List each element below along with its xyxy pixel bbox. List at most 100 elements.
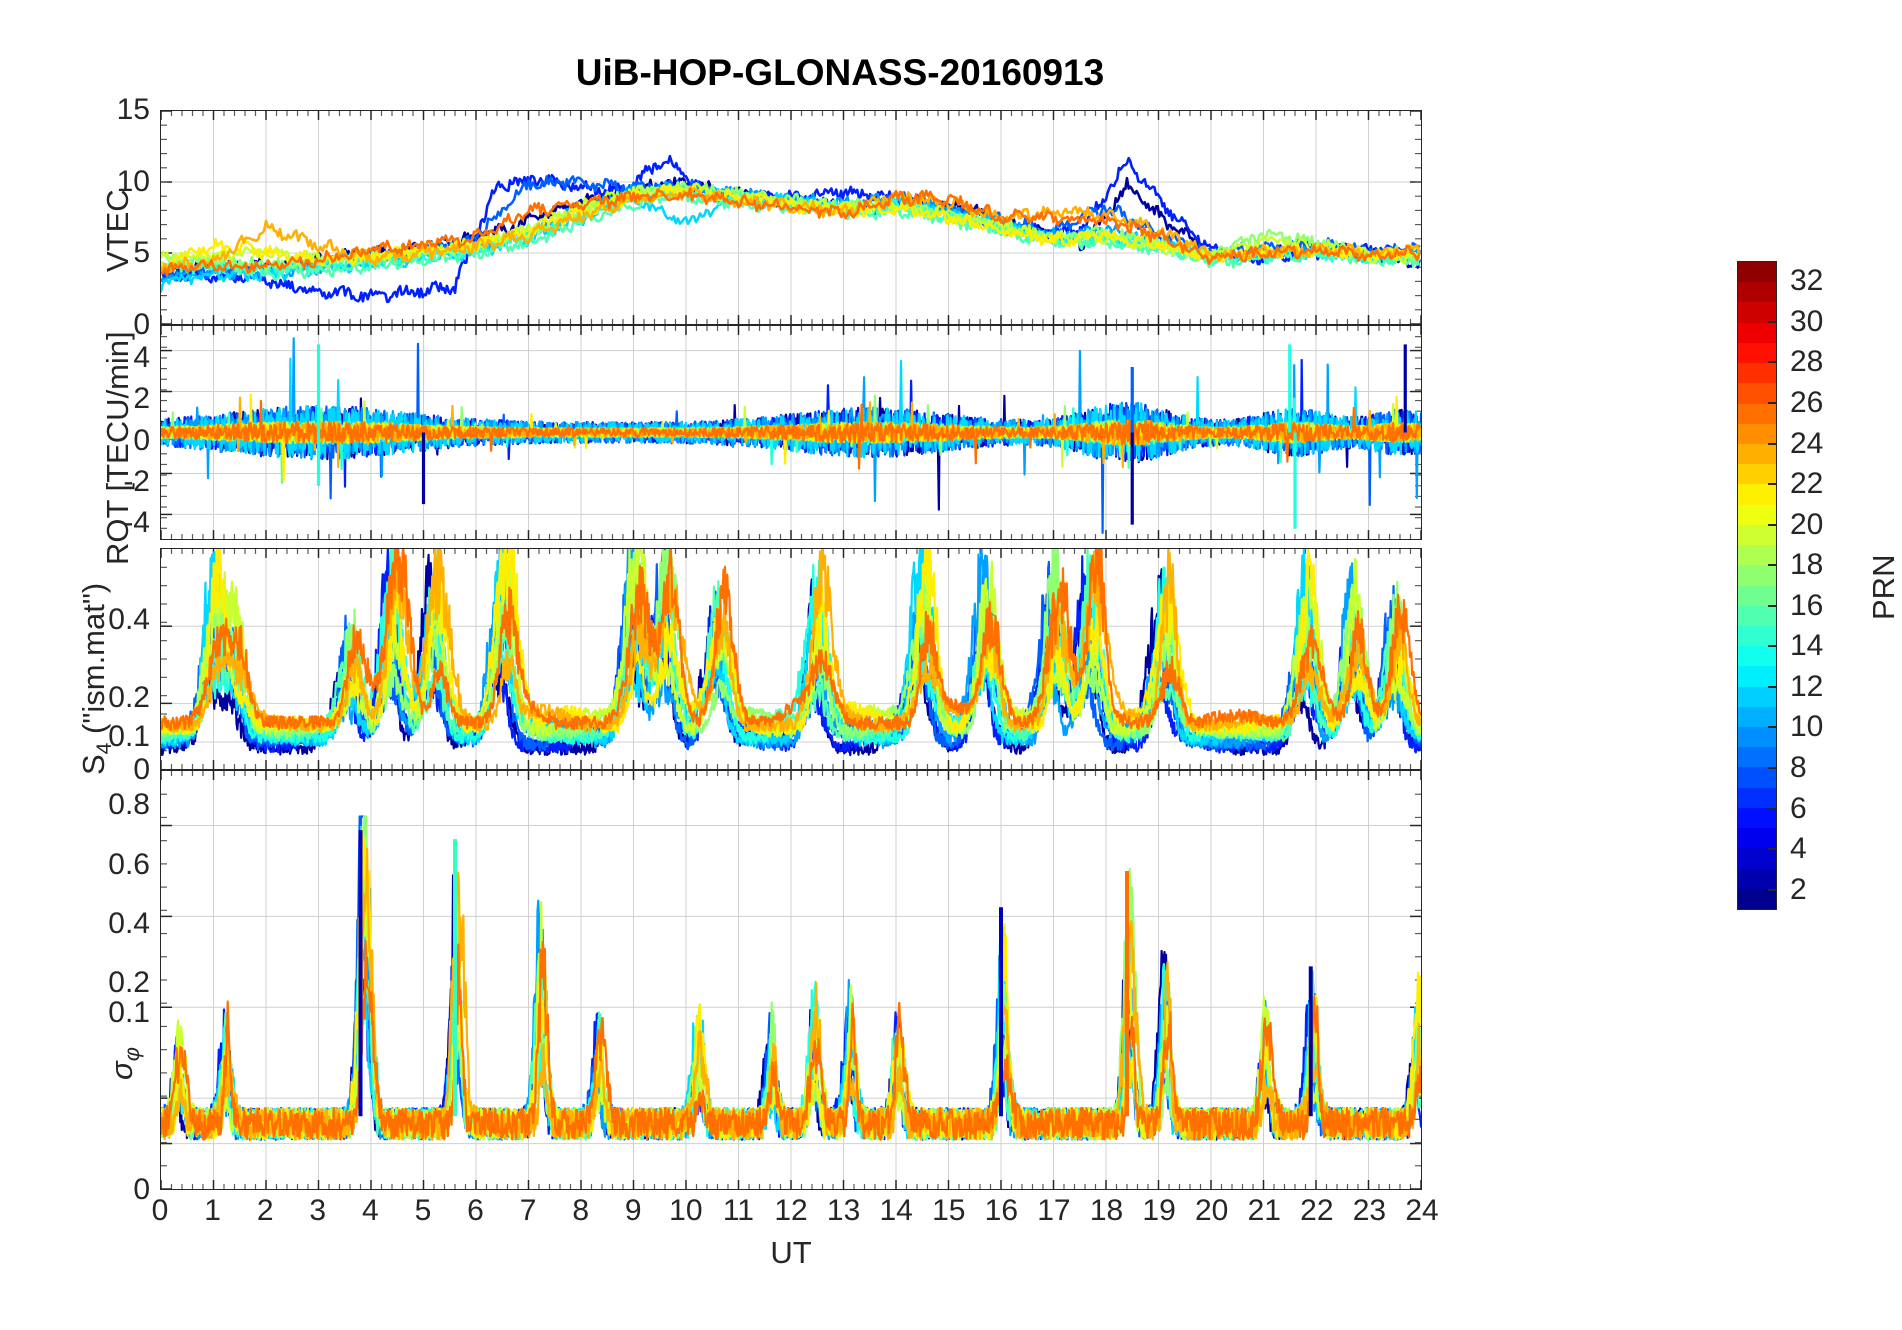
colorbar-segment xyxy=(1738,747,1776,768)
ylabel-s4-subscript: 4 xyxy=(93,742,117,755)
colorbar-tick-30: 30 xyxy=(1790,304,1824,338)
s4-trace-prn-24 xyxy=(161,549,1421,731)
ytick-vtec-0: 0 xyxy=(133,308,150,341)
ytick-sp-06: 0.6 xyxy=(108,847,150,881)
colorbar-tick-26: 26 xyxy=(1790,385,1824,419)
colorbar-tickmark xyxy=(1768,442,1777,445)
vtec-trace-prn-22 xyxy=(161,185,1421,273)
colorbar-segment xyxy=(1738,848,1776,869)
colorbar-segment xyxy=(1738,888,1776,909)
xtick-10: 10 xyxy=(669,1194,703,1227)
xtick-6: 6 xyxy=(467,1194,484,1227)
ytick-sp-0: 0 xyxy=(133,1173,150,1206)
colorbar-segment xyxy=(1738,524,1776,546)
ytick-sp-02: 0.2 xyxy=(108,966,150,1000)
colorbar-segment xyxy=(1738,383,1776,404)
ylabel-sigma-phi: σφ xyxy=(104,1047,145,1080)
colorbar-segment xyxy=(1738,828,1776,849)
xtick-7: 7 xyxy=(519,1194,537,1227)
xtick-24: 24 xyxy=(1405,1194,1439,1227)
ylabel-rot: ROT [TECU/min] xyxy=(100,331,135,565)
ytick-sp-01: 0.1 xyxy=(108,995,150,1029)
xtick-11: 11 xyxy=(722,1194,754,1227)
xtick-8: 8 xyxy=(572,1194,589,1227)
colorbar-segment xyxy=(1738,504,1776,525)
colorbar-tick-8: 8 xyxy=(1790,751,1807,785)
colorbar-tick-32: 32 xyxy=(1790,264,1824,298)
colorbar-tickmark xyxy=(1768,726,1777,729)
colorbar-segment xyxy=(1738,666,1776,687)
colorbar-segment xyxy=(1738,322,1776,343)
ytick-s4-0: 0 xyxy=(133,753,150,786)
xtick-15: 15 xyxy=(932,1194,966,1227)
prn-colorbar-label: PRN xyxy=(1866,554,1901,620)
ytick-vtec-15: 15 xyxy=(116,93,150,126)
colorbar-tick-12: 12 xyxy=(1790,669,1824,703)
xtick-4: 4 xyxy=(361,1194,379,1227)
x-axis-label: UT xyxy=(770,1235,812,1270)
ytick-s4-04: 0.4 xyxy=(108,603,150,636)
xtick-0: 0 xyxy=(151,1194,169,1227)
colorbar-tickmark xyxy=(1768,320,1777,323)
colorbar-tick-10: 10 xyxy=(1790,710,1824,744)
ytick-rot-m4: -4 xyxy=(123,506,150,540)
colorbar-tick-16: 16 xyxy=(1790,588,1824,622)
ytick-rot-0: 0 xyxy=(133,423,150,457)
s4-trace-prn-22 xyxy=(161,549,1421,733)
panel-vtec xyxy=(160,110,1422,325)
ytick-rot-m2: -2 xyxy=(123,464,150,498)
colorbar-tick-2: 2 xyxy=(1790,872,1807,906)
colorbar-tickmark xyxy=(1768,361,1777,364)
s4-trace-prn-20 xyxy=(161,549,1421,736)
ylabel-vtec: VTEC xyxy=(100,189,135,272)
colorbar-segment xyxy=(1738,706,1776,728)
colorbar-tick-24: 24 xyxy=(1790,426,1824,460)
colorbar-segment xyxy=(1738,302,1776,323)
ylabel-sp-base: σ xyxy=(104,1061,139,1080)
colorbar-tickmark xyxy=(1768,401,1777,404)
colorbar-segment xyxy=(1738,565,1776,586)
colorbar-segment xyxy=(1738,787,1776,808)
colorbar-segment xyxy=(1738,484,1776,505)
colorbar-segment xyxy=(1738,545,1776,566)
colorbar-tick-4: 4 xyxy=(1790,832,1807,866)
ylabel-s4-base: S xyxy=(76,754,111,775)
xtick-9: 9 xyxy=(624,1194,642,1227)
ytick-sp-08: 0.8 xyxy=(108,788,150,822)
xtick-22: 22 xyxy=(1300,1194,1334,1227)
colorbar-tickmark xyxy=(1768,767,1777,770)
xtick-1: 1 xyxy=(204,1194,221,1227)
xtick-20: 20 xyxy=(1194,1194,1229,1227)
ylabel-sp-subscript: φ xyxy=(119,1047,145,1062)
ylabel-s4: S4 ("ism.mat") xyxy=(76,583,117,775)
colorbar-segment xyxy=(1738,807,1776,829)
xtick-17: 17 xyxy=(1037,1194,1071,1227)
ytick-vtec-10: 10 xyxy=(116,164,150,198)
panel-sigma-phi xyxy=(160,770,1422,1190)
colorbar-segment xyxy=(1738,423,1776,444)
colorbar-tick-18: 18 xyxy=(1790,548,1824,582)
vtec-trace-prn-4 xyxy=(161,154,1421,304)
colorbar-segment xyxy=(1738,403,1776,424)
colorbar-tick-28: 28 xyxy=(1790,345,1824,379)
prn-colorbar xyxy=(1737,261,1777,910)
panel-s4 xyxy=(160,548,1422,770)
xtick-5: 5 xyxy=(414,1194,432,1227)
colorbar-segment xyxy=(1738,646,1776,667)
sigma-phi-trace-prn-24 xyxy=(161,939,1421,1141)
ytick-rot-2: 2 xyxy=(133,382,150,416)
colorbar-tickmark xyxy=(1768,807,1777,810)
xtick-19: 19 xyxy=(1142,1194,1176,1227)
ytick-s4-02: 0.2 xyxy=(108,680,150,714)
xtick-13: 13 xyxy=(826,1194,861,1227)
colorbar-segment xyxy=(1738,767,1776,788)
colorbar-segment xyxy=(1738,625,1776,647)
colorbar-segment xyxy=(1738,605,1776,626)
xtick-3: 3 xyxy=(309,1194,327,1227)
colorbar-tick-14: 14 xyxy=(1790,629,1824,663)
vtec-trace-prn-24 xyxy=(161,187,1421,277)
colorbar-tickmark xyxy=(1768,483,1777,486)
ytick-vtec-5: 5 xyxy=(133,236,150,270)
xtick-16: 16 xyxy=(984,1194,1019,1227)
